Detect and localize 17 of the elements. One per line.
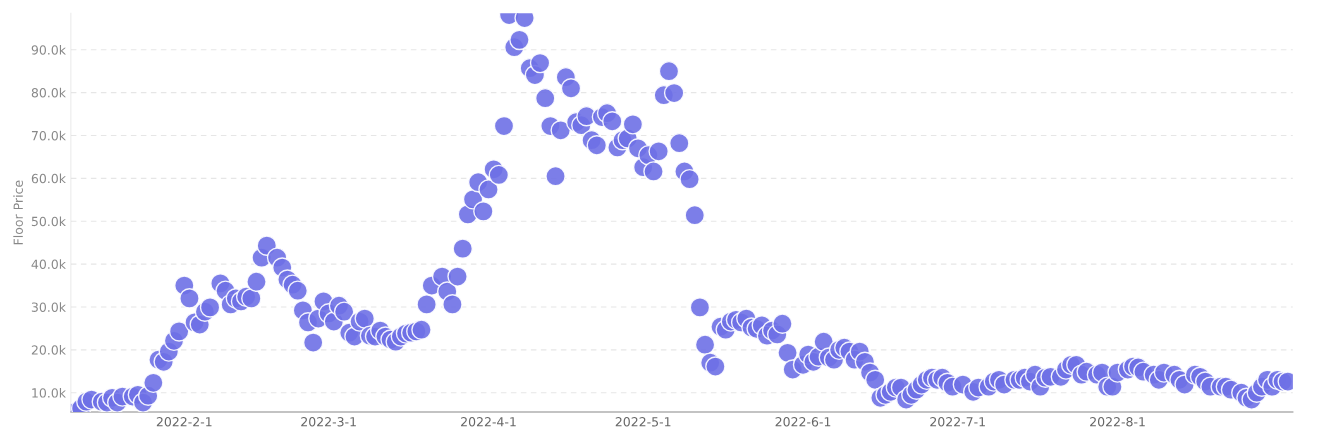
x-tick-label: 2022-4-1	[461, 417, 516, 427]
x-tick-label: 2022-8-1	[1090, 417, 1145, 427]
y-tick-label: 40.0k	[31, 259, 66, 270]
y-tick-label: 70.0k	[31, 130, 66, 141]
y-tick-label: 80.0k	[31, 87, 66, 98]
x-tick-label: 2022-7-1	[930, 417, 985, 427]
x-tick-label: 2022-6-1	[775, 417, 831, 427]
y-tick-label: 10.0k	[32, 387, 66, 398]
x-tick-label: 2022-5-1	[615, 417, 671, 427]
x-tick-label: 2022-3-1	[301, 417, 356, 427]
y-axis-title: Floor Price	[13, 180, 23, 245]
y-tick-label: 60.0k	[31, 173, 66, 184]
y-tick-label: 50.0k	[31, 216, 66, 227]
x-tick-label: 2022-2-1	[156, 417, 212, 427]
y-tick-label: 20.0k	[31, 345, 66, 355]
y-tick-label: 90.0k	[31, 44, 66, 55]
y-tick-label: 30.0k	[31, 302, 66, 312]
